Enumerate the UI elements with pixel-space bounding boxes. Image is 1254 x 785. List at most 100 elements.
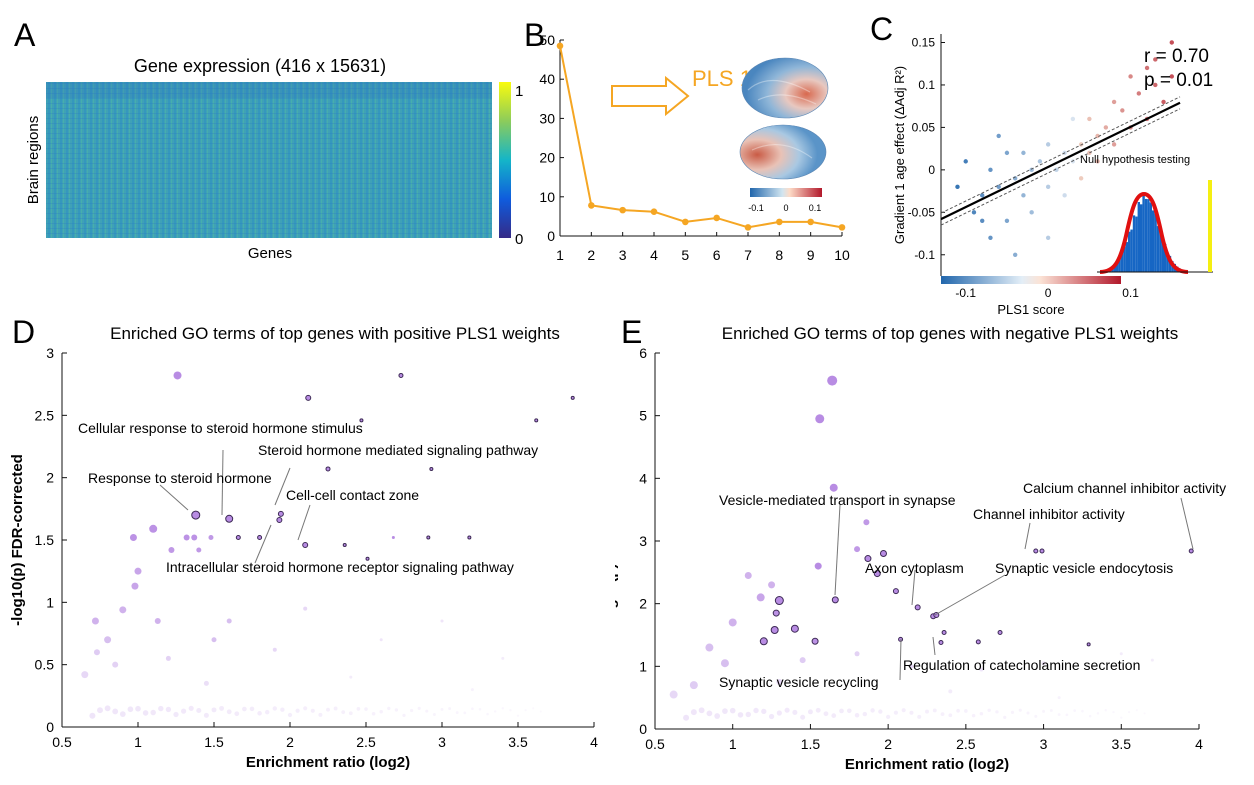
y-tick-label: 30 — [539, 110, 555, 126]
chart-title: Enriched GO terms of top genes with nega… — [722, 324, 1178, 343]
y-axis-label: Gradient 1 age effect (ΔAdj R²) — [892, 66, 907, 244]
go-term-cloud-point — [1010, 710, 1015, 714]
go-term-cloud-point — [901, 708, 906, 713]
go-term-point — [1057, 696, 1061, 700]
go-term-point — [226, 618, 232, 624]
highlighted-go-term — [429, 466, 434, 471]
go-term-cloud-point — [846, 708, 852, 714]
go-term-cloud-point — [119, 711, 126, 717]
x-tick-label: 1 — [134, 734, 142, 750]
go-term-cloud-point — [917, 714, 922, 719]
data-point — [988, 167, 993, 173]
go-term-cloud-point — [226, 709, 232, 715]
data-point — [1037, 159, 1043, 164]
x-axis-label: Enrichment ratio (log2) — [246, 754, 410, 771]
highlighted-go-term — [892, 588, 899, 595]
y-tick-label: 0 — [547, 228, 555, 244]
x-tick-label: 9 — [807, 247, 815, 263]
go-term-cloud-point — [1120, 716, 1123, 719]
go-term-point — [183, 534, 190, 541]
y-tick-label: 0 — [639, 721, 647, 737]
histogram-bar — [1161, 241, 1164, 272]
go-term-point — [728, 618, 737, 627]
data-point — [1144, 65, 1150, 71]
data-point — [1087, 116, 1092, 122]
annotation-leader — [932, 636, 936, 656]
histogram-bar — [1125, 242, 1128, 272]
null-histogram — [1104, 195, 1186, 272]
go-term-cloud-point — [493, 710, 497, 713]
go-term-cloud-point — [948, 713, 953, 718]
go-term-point — [104, 636, 112, 644]
data-point — [980, 218, 985, 224]
correlation-points — [955, 40, 1174, 257]
data-point — [776, 218, 783, 226]
data-point — [1136, 91, 1142, 96]
data-point — [807, 218, 814, 226]
highlighted-go-term — [276, 517, 283, 524]
data-point — [1062, 193, 1067, 198]
go-term-point — [129, 534, 137, 542]
go-term-point — [173, 371, 182, 380]
go-term-point — [768, 581, 776, 589]
heatmap-title: Gene expression (416 x 15631) — [134, 56, 386, 76]
go-term-point — [744, 571, 752, 579]
go-negative-chart: E Enriched GO terms of top genes with ne… — [602, 314, 1226, 773]
annotation-label: Synaptic vesicle recycling — [719, 674, 879, 690]
highlighted-go-term — [467, 535, 472, 540]
y-tick-label: 0.05 — [912, 120, 936, 134]
go-term-cloud-point — [127, 706, 134, 713]
data-point — [1128, 74, 1133, 79]
chart-title: Enriched GO terms of top genes with posi… — [110, 324, 560, 343]
go-term-cloud-point — [1018, 708, 1022, 712]
go-term-cloud-point — [1073, 709, 1076, 712]
go-term-point — [168, 546, 175, 553]
highlighted-go-term — [975, 639, 981, 645]
annotation-leader — [899, 638, 902, 681]
heatmap-colorbar — [499, 82, 511, 238]
data-point — [713, 214, 720, 222]
go-term-cloud-point — [745, 711, 751, 718]
brain-lateral-icon — [741, 57, 829, 119]
x-tick-label: 0.1 — [1122, 286, 1139, 300]
go-term-cloud-point — [425, 709, 429, 713]
brain-colorbar-tick-pos: 0.1 — [809, 203, 822, 213]
go-term-cloud-point — [402, 713, 406, 718]
data-point — [1029, 210, 1034, 215]
y-tick-label: 4 — [639, 470, 647, 486]
go-positive-annotations: Cellular response to steroid hormone sti… — [78, 420, 538, 575]
go-term-cloud-point — [956, 708, 960, 713]
highlighted-go-term — [879, 550, 887, 558]
go-term-cloud-point — [371, 711, 376, 716]
heatmap-top-band — [46, 82, 492, 98]
go-term-cloud-point — [181, 708, 187, 714]
highlighted-go-term — [831, 596, 839, 604]
highlighted-go-term — [770, 625, 779, 634]
x-tick-label: -0.1 — [955, 286, 976, 300]
annotation-leader — [274, 467, 291, 506]
histogram-bar — [1137, 202, 1140, 272]
annotation-leader — [1024, 522, 1031, 550]
y-tick-label: 20 — [539, 150, 555, 166]
y-tick-label: 1 — [46, 594, 54, 610]
y-tick-label: 1.5 — [35, 532, 55, 548]
pls-correlation-chart: C -0.1 -0.05 0 0.05 0.1 0.15 -0.1 0 0.1 PLS1 scor… — [870, 11, 1213, 317]
highlighted-go-term — [257, 535, 263, 541]
go-positive-axes: Enriched GO terms of top genes with posi… — [9, 324, 598, 771]
go-term-cloud-point — [142, 710, 149, 716]
highlighted-go-term — [914, 604, 921, 611]
x-tick-label: 3.5 — [1112, 736, 1132, 752]
go-term-cloud-point — [761, 708, 767, 715]
go-term-cloud-point — [264, 709, 270, 715]
histogram-bar — [1144, 198, 1148, 272]
data-point — [1004, 218, 1010, 224]
go-term-cloud-point — [1049, 709, 1053, 712]
highlighted-go-term — [225, 514, 234, 523]
x-tick-label: 0.5 — [645, 736, 665, 752]
x-tick-label: 6 — [713, 247, 721, 263]
panel-a-letter: A — [14, 17, 36, 53]
panel-a-svg: A Gene expression (416 x 15631) Brain re… — [14, 17, 523, 262]
x-tick-label: 3 — [438, 734, 446, 750]
y-tick-label: -0.05 — [908, 205, 936, 219]
x-axis-label: Enrichment ratio (log2) — [845, 756, 1009, 773]
